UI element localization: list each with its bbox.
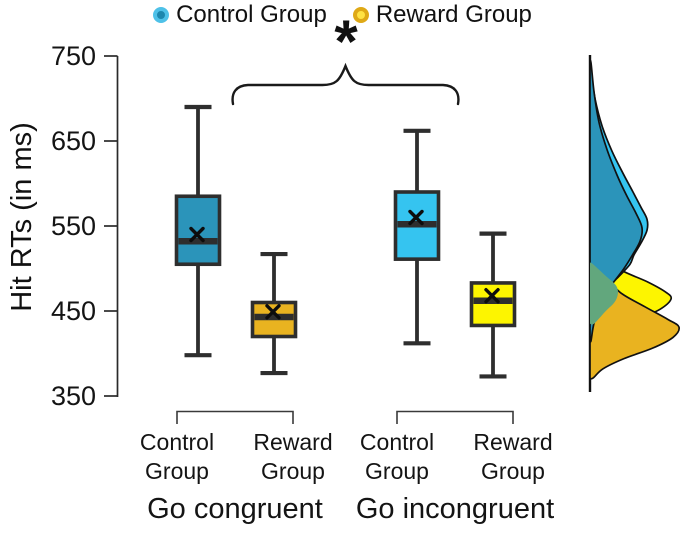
mean-marker bbox=[189, 226, 205, 243]
legend-dot-icon bbox=[352, 7, 369, 23]
box-iqr bbox=[174, 194, 222, 267]
legend-item: Control Group bbox=[153, 1, 327, 29]
density-overlap-region bbox=[590, 262, 619, 325]
legend-label: Reward Group bbox=[375, 1, 532, 28]
mean-marker bbox=[265, 304, 281, 320]
legend-label: Control Group bbox=[176, 1, 327, 28]
significance-asterisk: * bbox=[334, 8, 358, 75]
mean-marker bbox=[484, 288, 500, 304]
legend-dot-icon bbox=[153, 7, 170, 23]
significance-bracket bbox=[231, 62, 460, 106]
legend: Control Group Reward Group bbox=[0, 1, 685, 29]
group-bracket bbox=[396, 410, 514, 424]
mean-marker bbox=[408, 209, 424, 226]
box-iqr bbox=[469, 281, 517, 328]
group-bracket bbox=[176, 410, 294, 424]
legend-item: Reward Group bbox=[352, 1, 532, 29]
